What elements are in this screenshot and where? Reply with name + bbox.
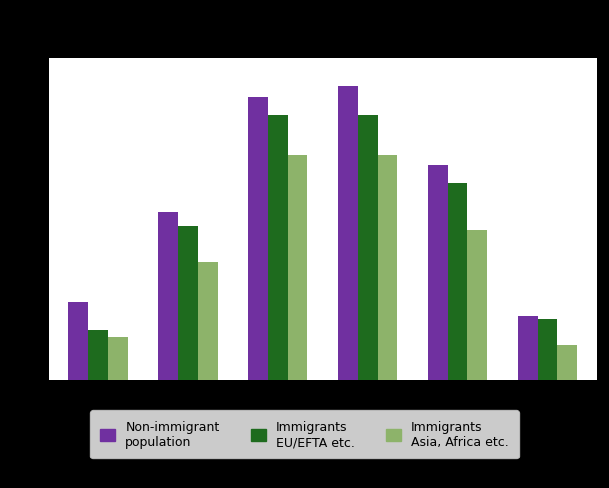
Bar — [468, 230, 487, 381]
Bar — [518, 316, 538, 381]
Bar — [287, 155, 308, 381]
Bar — [68, 302, 88, 381]
Bar — [88, 330, 108, 381]
Bar — [248, 98, 268, 381]
Bar — [268, 116, 287, 381]
Bar — [378, 155, 397, 381]
Bar — [178, 227, 198, 381]
Bar — [198, 263, 217, 381]
Bar — [428, 166, 448, 381]
Bar — [338, 87, 358, 381]
Bar — [358, 116, 378, 381]
Bar — [538, 320, 557, 381]
Bar — [557, 345, 577, 381]
Bar — [158, 212, 178, 381]
Bar — [108, 338, 128, 381]
Bar — [448, 184, 468, 381]
Legend: Non-immigrant
population, Immigrants
EU/EFTA etc., Immigrants
Asia, Africa etc.: Non-immigrant population, Immigrants EU/… — [90, 410, 519, 458]
